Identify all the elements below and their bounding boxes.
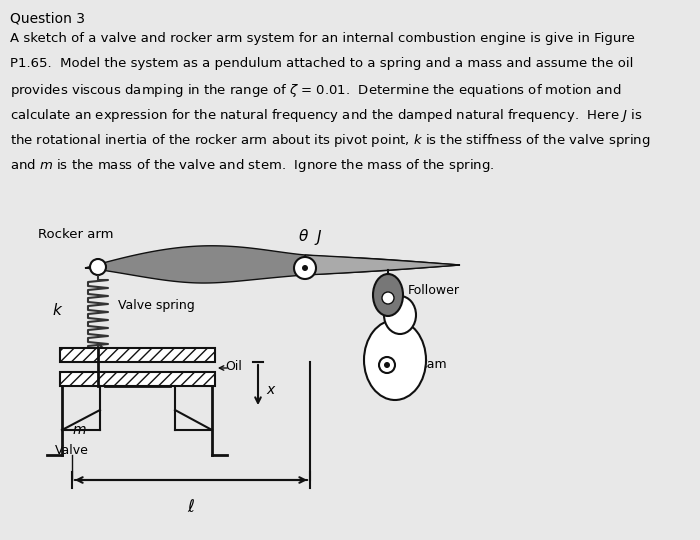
Ellipse shape bbox=[364, 320, 426, 400]
Text: $k$: $k$ bbox=[52, 302, 63, 318]
Circle shape bbox=[294, 257, 316, 279]
Circle shape bbox=[302, 265, 308, 271]
Circle shape bbox=[384, 362, 390, 368]
Text: $\ell$: $\ell$ bbox=[187, 498, 195, 516]
Text: Rocker arm: Rocker arm bbox=[38, 228, 113, 241]
Text: provides viscous damping in the range of $\zeta$ = 0.01.  Determine the equation: provides viscous damping in the range of… bbox=[10, 82, 622, 99]
Polygon shape bbox=[85, 246, 460, 283]
Ellipse shape bbox=[373, 274, 403, 316]
Circle shape bbox=[382, 292, 394, 304]
Circle shape bbox=[379, 357, 395, 373]
Text: A sketch of a valve and rocker arm system for an internal combustion engine is g: A sketch of a valve and rocker arm syste… bbox=[10, 32, 635, 45]
Ellipse shape bbox=[384, 296, 416, 334]
Polygon shape bbox=[305, 255, 460, 275]
Text: Follower: Follower bbox=[408, 284, 460, 296]
Text: the rotational inertia of the rocker arm about its pivot point, $k$ is the stiff: the rotational inertia of the rocker arm… bbox=[10, 132, 650, 149]
Text: $m$: $m$ bbox=[72, 423, 87, 437]
Text: $\theta$: $\theta$ bbox=[298, 228, 309, 244]
Text: Oil: Oil bbox=[225, 361, 242, 374]
Text: $J$: $J$ bbox=[314, 228, 323, 247]
Text: Cam: Cam bbox=[418, 359, 447, 372]
Text: P1.65.  Model the system as a pendulum attached to a spring and a mass and assum: P1.65. Model the system as a pendulum at… bbox=[10, 57, 634, 70]
Circle shape bbox=[90, 259, 106, 275]
Text: and $m$ is the mass of the valve and stem.  Ignore the mass of the spring.: and $m$ is the mass of the valve and ste… bbox=[10, 157, 494, 174]
Bar bbox=[60, 348, 215, 362]
Text: calculate an expression for the natural frequency and the damped natural frequen: calculate an expression for the natural … bbox=[10, 107, 643, 124]
Bar bbox=[60, 372, 215, 386]
Text: Question 3: Question 3 bbox=[10, 12, 85, 26]
Text: Valve: Valve bbox=[55, 443, 89, 456]
Text: Valve spring: Valve spring bbox=[118, 299, 195, 312]
Text: $x$: $x$ bbox=[266, 383, 276, 397]
